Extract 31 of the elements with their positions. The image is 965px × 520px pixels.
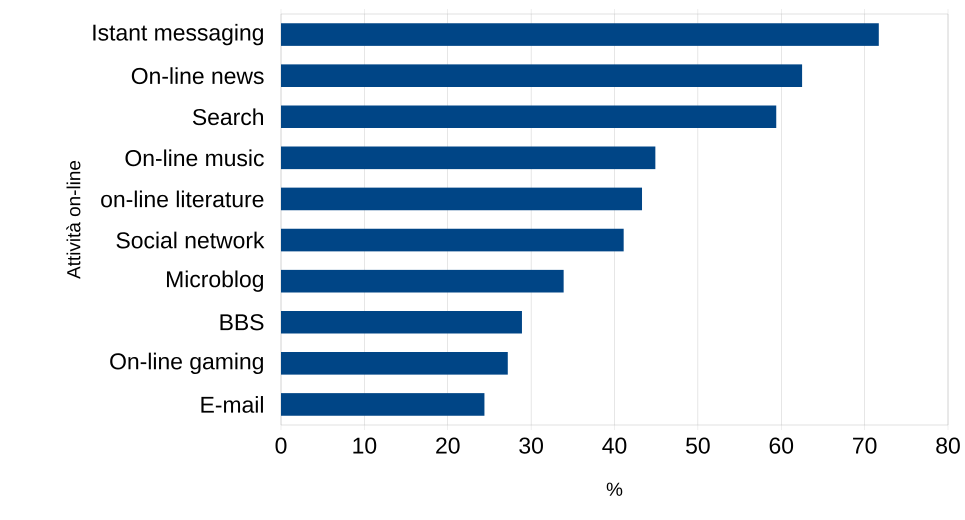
bar bbox=[281, 228, 624, 252]
x-tick-label: 60 bbox=[770, 438, 794, 454]
y-axis-title: Attività on-line bbox=[66, 160, 80, 279]
x-tick-label: 20 bbox=[436, 438, 460, 454]
y-tick-label: Istant messaging bbox=[93, 24, 263, 46]
x-tick-label: 70 bbox=[853, 438, 876, 454]
y-tick-label: BBS bbox=[220, 314, 264, 330]
y-tick-label: Microblog bbox=[167, 270, 263, 292]
bar bbox=[281, 105, 776, 128]
x-tick-label: 10 bbox=[353, 438, 376, 454]
y-tick-label: On-line gaming bbox=[110, 352, 263, 374]
x-tick-label: 40 bbox=[602, 438, 626, 454]
x-tick-label: 80 bbox=[936, 438, 960, 454]
y-tick-label: Search bbox=[192, 108, 263, 126]
bar bbox=[281, 393, 484, 416]
bar bbox=[281, 188, 642, 210]
bar bbox=[281, 64, 802, 87]
bar bbox=[281, 310, 522, 334]
bar bbox=[281, 270, 564, 292]
x-tick-label: 0 bbox=[276, 438, 286, 454]
bar bbox=[281, 23, 879, 46]
y-tick-label: E-mail bbox=[201, 396, 263, 413]
x-axis-title: % bbox=[606, 482, 622, 496]
y-tick-label: on-line literature bbox=[101, 190, 264, 208]
y-tick-label: On-line news bbox=[132, 67, 264, 84]
bar bbox=[281, 352, 508, 375]
x-tick-label: 50 bbox=[686, 438, 710, 454]
y-tick-label: Social network bbox=[116, 232, 264, 248]
x-tick-label: 30 bbox=[519, 438, 543, 454]
bar bbox=[281, 146, 656, 170]
y-tick-label: On-line music bbox=[125, 149, 264, 166]
